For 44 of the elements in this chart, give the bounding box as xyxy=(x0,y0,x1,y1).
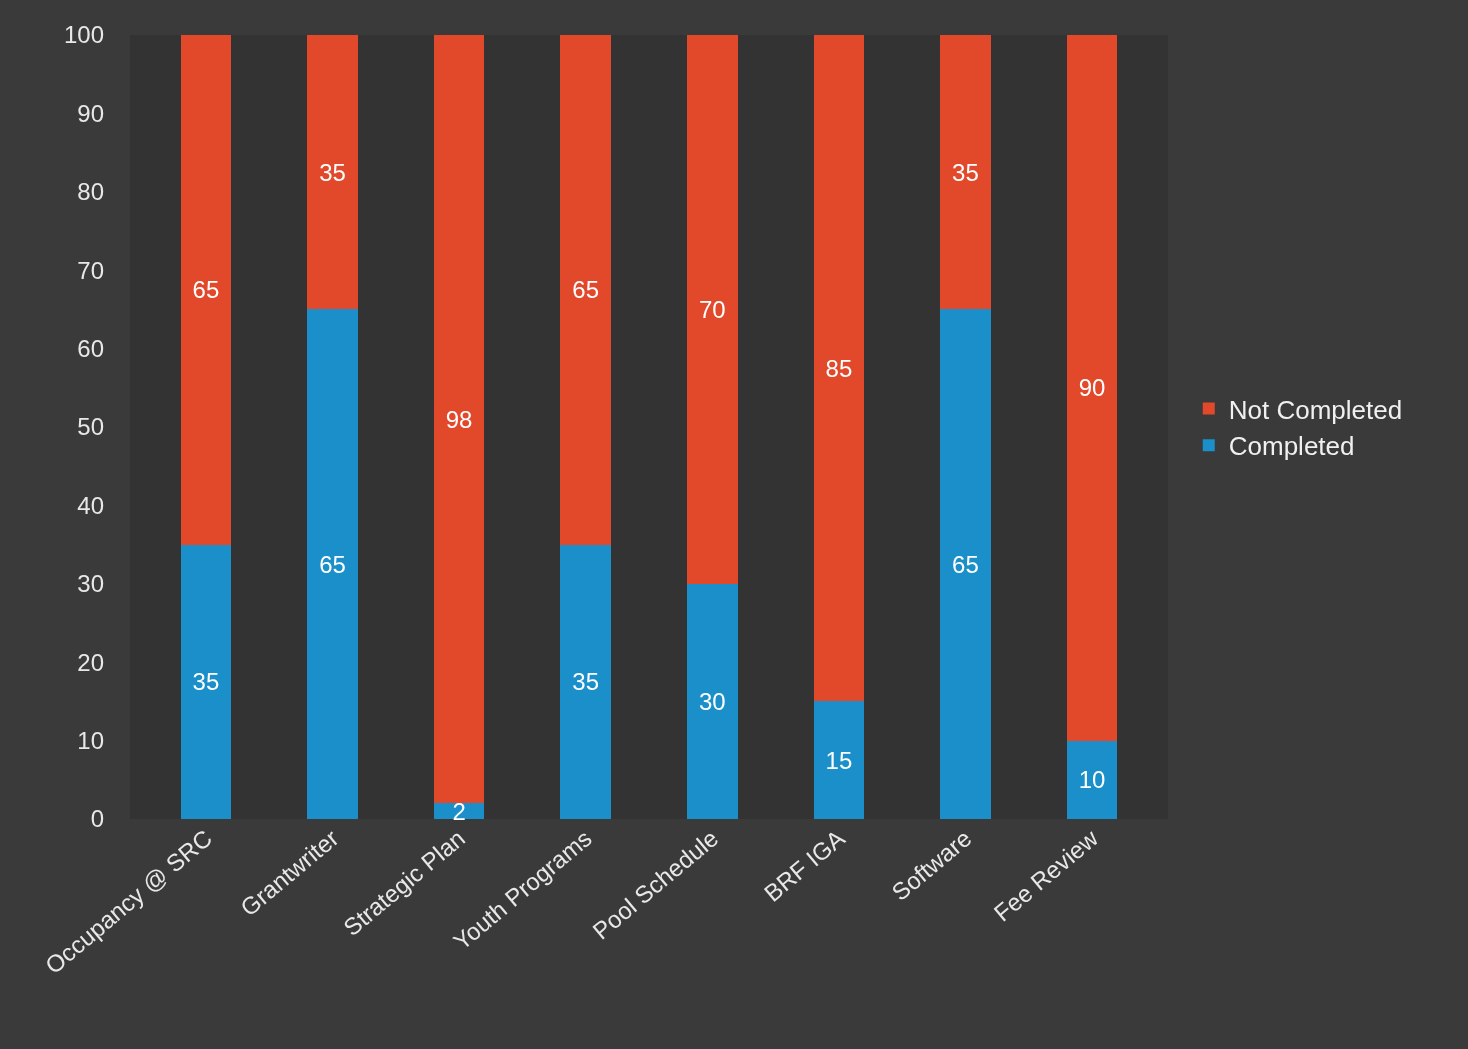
y-tick-label: 0 xyxy=(90,805,104,833)
bar xyxy=(180,35,232,545)
data-label: 30 xyxy=(698,687,726,715)
bar xyxy=(813,35,865,702)
y-tick-label: 20 xyxy=(77,648,104,676)
y-tick-label: 80 xyxy=(77,178,104,206)
y-tick-label: 30 xyxy=(77,570,104,598)
y-tick-label: 60 xyxy=(77,335,104,362)
bar xyxy=(560,35,612,545)
bar xyxy=(433,35,485,804)
bar xyxy=(560,544,612,819)
data-label: 10 xyxy=(1078,766,1106,794)
bar xyxy=(1066,35,1118,741)
y-tick-label: 50 xyxy=(77,413,104,441)
bar xyxy=(1066,740,1118,819)
data-label: 35 xyxy=(319,158,346,186)
data-label: 35 xyxy=(572,668,600,696)
bar xyxy=(180,544,232,819)
legend-label: Completed xyxy=(1228,431,1355,462)
y-tick-label: 90 xyxy=(77,99,104,127)
bar xyxy=(307,309,358,819)
data-label: 15 xyxy=(825,746,853,774)
y-tick-label: 100 xyxy=(63,21,104,49)
data-label: 85 xyxy=(825,354,853,382)
data-label: 65 xyxy=(572,276,600,304)
bar xyxy=(940,35,991,310)
y-tick-label: 40 xyxy=(77,491,104,519)
y-tick-label: 70 xyxy=(77,256,104,284)
y-tick-label: 10 xyxy=(77,727,104,754)
bar xyxy=(307,35,358,310)
data-label: 35 xyxy=(952,158,979,186)
data-label: 70 xyxy=(698,295,726,323)
data-label: 35 xyxy=(192,668,220,696)
legend-label: Not Completed xyxy=(1228,394,1403,425)
data-label: 65 xyxy=(192,276,220,304)
bar xyxy=(686,583,738,819)
data-label: 90 xyxy=(1078,374,1106,402)
bar xyxy=(813,701,865,819)
data-label: 65 xyxy=(319,550,346,578)
data-label: 98 xyxy=(445,405,473,433)
data-label: 65 xyxy=(952,550,979,578)
bar xyxy=(940,309,991,819)
bar xyxy=(686,35,738,584)
data-label: 2 xyxy=(452,797,466,825)
